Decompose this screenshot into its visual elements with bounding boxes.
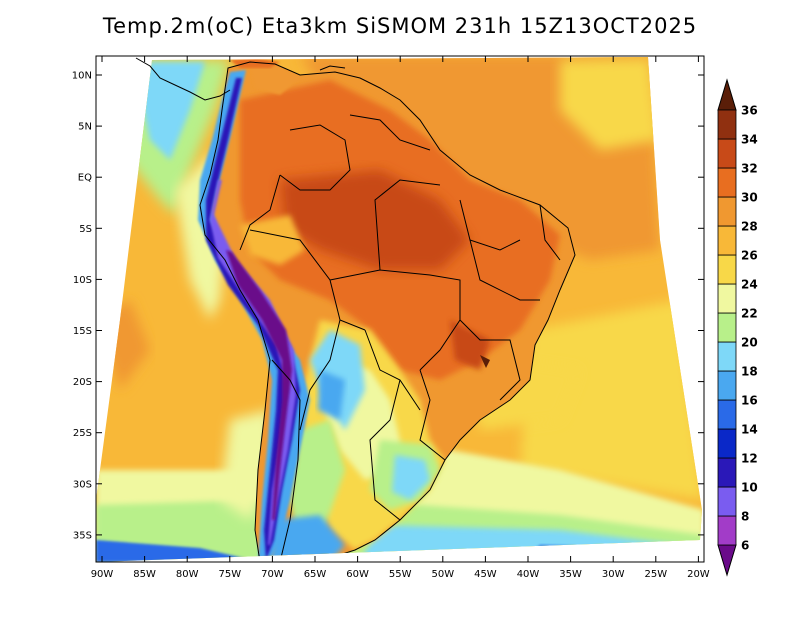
andes-purple xyxy=(226,250,292,520)
lat-label: 35S xyxy=(73,530,92,541)
lon-label: 60W xyxy=(346,569,369,580)
hotspot xyxy=(480,355,490,368)
colorbar-swatch xyxy=(717,312,737,343)
lon-label: 40W xyxy=(517,569,540,580)
border-amazonas-para xyxy=(374,179,441,271)
lon-label: 35W xyxy=(559,569,582,580)
border-chile-argentina xyxy=(271,359,301,562)
andes-navy xyxy=(206,78,300,560)
andes-violet xyxy=(210,180,296,545)
lat-label: 5S xyxy=(79,224,92,235)
bolivia-blue xyxy=(318,370,345,420)
lat-label: 30S xyxy=(73,479,92,490)
colorbar-label: 34 xyxy=(741,133,758,147)
caribbean-coast xyxy=(250,64,300,95)
colorbar-swatch xyxy=(717,399,737,430)
border-maranhao xyxy=(459,199,521,251)
colorbar-label: 28 xyxy=(741,220,758,234)
central-america-coast xyxy=(135,57,346,101)
lon-label: 50W xyxy=(431,569,454,580)
south-atlantic-yellow xyxy=(520,300,702,500)
colorbar-swatch xyxy=(717,138,737,169)
border-guianas xyxy=(349,114,431,151)
country-borders xyxy=(199,61,576,562)
temperature-field xyxy=(96,57,702,562)
colorbar-label: 20 xyxy=(741,336,758,350)
colorbar-label: 18 xyxy=(741,365,758,379)
pacific-cyan xyxy=(140,62,205,160)
colorbar-max-triangle xyxy=(717,78,737,111)
colorbar-label: 32 xyxy=(741,162,758,176)
rs-cyan xyxy=(392,455,430,500)
border-bahia xyxy=(469,239,540,301)
lon-label: 85W xyxy=(133,569,156,580)
caribbean-hot xyxy=(230,58,280,68)
colorbar-swatch xyxy=(717,254,737,285)
latitude-axis: 10N 5N EQ 5S 10S 15S 20S 25S 30S 35S xyxy=(72,71,704,541)
minas-hot xyxy=(450,320,490,370)
amazon-hottest xyxy=(280,170,470,270)
colorbar-label: 10 xyxy=(741,481,758,495)
colorbar-swatch xyxy=(717,428,737,459)
colorbar-swatch xyxy=(717,167,737,198)
lon-label: 80W xyxy=(176,569,199,580)
southwest-blue xyxy=(96,540,260,562)
lat-label: EQ xyxy=(78,173,92,184)
lat-label: 5N xyxy=(78,122,92,133)
continent-coastline xyxy=(199,61,576,562)
peru-lowland xyxy=(240,215,305,265)
lat-label: 15S xyxy=(73,326,92,337)
colorbar-swatch xyxy=(717,515,737,546)
longitude-axis: 90W 85W 80W 75W 70W 65W 60W 55W 50W 45W 40W 35W 30W 2… xyxy=(91,56,710,580)
colorbar-swatch xyxy=(717,370,737,401)
colorbar-label: 26 xyxy=(741,249,758,263)
border-northeast xyxy=(539,204,561,261)
border-argentina-uruguay xyxy=(369,379,401,521)
border-venezuela-colombia xyxy=(279,124,351,191)
colorbar-label: 8 xyxy=(741,510,749,524)
colorbar-label: 14 xyxy=(741,423,758,437)
lon-label: 20W xyxy=(687,569,710,580)
lon-label: 45W xyxy=(474,569,497,580)
border-bolivia-paraguay xyxy=(364,329,421,411)
lon-label: 75W xyxy=(218,569,241,580)
north-atlantic-yellow xyxy=(560,58,660,150)
colorbar-label: 36 xyxy=(741,104,758,118)
colorbar-swatch xyxy=(717,457,737,488)
colorbar: 6 8 10 12 14 16 18 20 22 24 26 28 30 32 34 36 xyxy=(717,78,758,577)
lat-label: 10S xyxy=(73,275,92,286)
lon-label: 25W xyxy=(644,569,667,580)
colorbar-label: 16 xyxy=(741,394,758,408)
border-minas xyxy=(459,319,521,401)
lat-label: 20S xyxy=(73,377,92,388)
colorbar-label: 22 xyxy=(741,307,758,321)
lon-label: 55W xyxy=(389,569,412,580)
lon-label: 65W xyxy=(304,569,327,580)
colorbar-swatch xyxy=(717,341,737,372)
map-title: Temp.2m(oC) Eta3km SiSMOM 231h 15Z13OCT2… xyxy=(102,14,698,38)
border-bolivia-argentina xyxy=(299,319,341,431)
colorbar-swatch xyxy=(717,196,737,227)
colorbar-label: 24 xyxy=(741,278,758,292)
colorbar-label: 12 xyxy=(741,452,758,466)
border-colombia-peru xyxy=(239,174,281,251)
colorbar-swatch xyxy=(717,486,737,517)
colorbar-swatch xyxy=(717,109,737,140)
colorbar-swatch xyxy=(717,283,737,314)
lat-label: 10N xyxy=(72,71,92,82)
colorbar-label: 30 xyxy=(741,191,758,205)
border-parana xyxy=(419,369,446,461)
lon-label: 30W xyxy=(602,569,625,580)
colorbar-min-triangle xyxy=(717,544,737,577)
lon-label: 90W xyxy=(91,569,114,580)
colorbar-label: 6 xyxy=(741,539,749,553)
lat-label: 25S xyxy=(73,428,92,439)
colorbar-swatch xyxy=(717,225,737,256)
lon-label: 70W xyxy=(261,569,284,580)
